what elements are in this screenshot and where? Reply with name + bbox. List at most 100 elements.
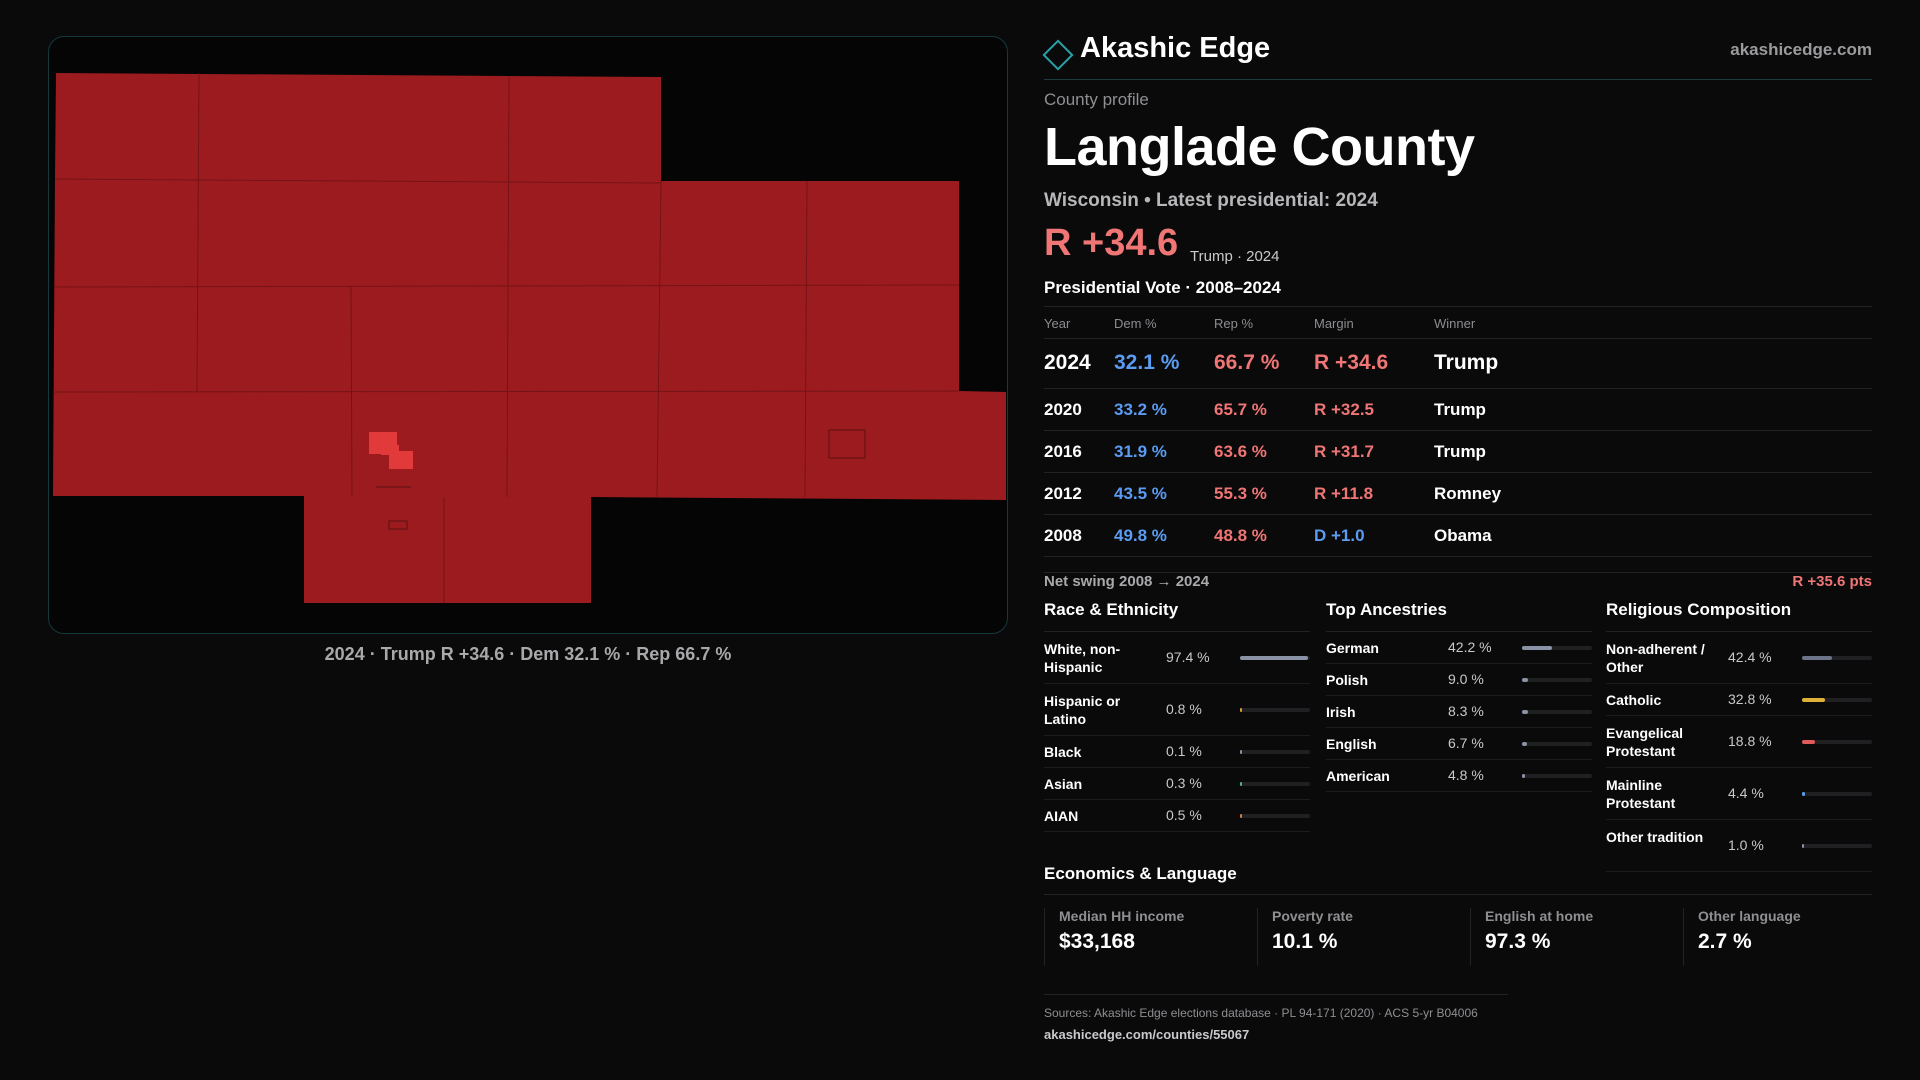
sources-text: Sources: Akashic Edge elections database… [1044, 1006, 1478, 1020]
vote-winner: Trump [1434, 400, 1486, 419]
brand-header: Akashic Edge akashicedge.com [1042, 32, 1872, 80]
econ-card: Median HH income $33,168 [1044, 908, 1254, 966]
vote-year: 2012 [1044, 484, 1082, 503]
economics-title: Economics & Language [1044, 864, 1237, 883]
ancestry-row: Irish 8.3 % [1326, 696, 1592, 728]
vote-year: 2024 [1044, 351, 1091, 374]
ancestry-label: German [1326, 640, 1379, 656]
ancestry-value: 6.7 % [1448, 735, 1484, 751]
sources-divider [1044, 994, 1508, 995]
ancestry-label: American [1326, 768, 1390, 784]
vote-margin: D +1.0 [1314, 526, 1365, 545]
race-bar-fill [1240, 814, 1242, 818]
vote-winner: Trump [1434, 351, 1499, 374]
ancestry-row: Polish 9.0 % [1326, 664, 1592, 696]
brand-name[interactable]: Akashic Edge [1080, 32, 1271, 64]
religion-row: Other tradition 1.0 % [1606, 820, 1872, 872]
vote-winner: Trump [1434, 442, 1486, 461]
vote-year: 2016 [1044, 442, 1082, 461]
vote-dem: 33.2 % [1114, 400, 1167, 419]
col-dem: Dem % [1114, 316, 1157, 331]
econ-label: Other language [1698, 908, 1801, 924]
race-label: Asian [1044, 776, 1083, 792]
religion-label: Evangelical Protestant [1606, 725, 1684, 759]
county-shape[interactable] [52, 72, 1006, 603]
religion-bar [1802, 656, 1872, 660]
religion-row: Non-adherent / Other 42.4 % [1606, 632, 1872, 684]
religion-bar [1802, 740, 1872, 744]
col-margin: Margin [1314, 316, 1354, 331]
vote-row: 2016 31.9 % 63.6 % R +31.7 Trump [1044, 431, 1872, 473]
ancestry-bar [1522, 742, 1592, 746]
religion-title: Religious Composition [1606, 600, 1872, 632]
race-bar-fill [1240, 656, 1309, 660]
latest-margin-note: Trump · 2024 [1190, 248, 1280, 265]
ancestry-row: English 6.7 % [1326, 728, 1592, 760]
race-bar-fill [1240, 708, 1242, 712]
ancestry-bar-fill [1522, 678, 1529, 682]
vote-dem: 43.5 % [1114, 484, 1167, 503]
net-swing-label: Net swing 2008 → 2024 [1044, 573, 1210, 590]
econ-value: $33,168 [1059, 930, 1135, 953]
ancestry-label: English [1326, 736, 1377, 752]
religion-value: 18.8 % [1728, 733, 1772, 749]
brand-url-link[interactable]: akashicedge.com [1730, 40, 1872, 59]
profile-eyebrow: County profile [1044, 90, 1149, 109]
vote-rep: 65.7 % [1214, 400, 1267, 419]
ancestry-title: Top Ancestries [1326, 600, 1592, 632]
ancestry-label: Polish [1326, 672, 1369, 688]
source-url-link[interactable]: akashicedge.com/counties/55067 [1044, 1027, 1250, 1042]
vote-winner: Obama [1434, 526, 1492, 545]
vote-row: 2024 32.1 % 66.7 % R +34.6 Trump [1044, 339, 1872, 389]
page-title: Langlade County [1044, 117, 1475, 177]
vote-rep: 55.3 % [1214, 484, 1267, 503]
race-bar-fill [1240, 782, 1242, 786]
ancestry-bar-fill [1522, 710, 1528, 714]
vote-margin: R +31.7 [1314, 442, 1375, 461]
ancestry-value: 9.0 % [1448, 671, 1484, 687]
ancestry-label: Irish [1326, 704, 1356, 720]
race-row: Asian 0.3 % [1044, 768, 1310, 800]
vote-margin: R +32.5 [1314, 400, 1375, 419]
col-winner: Winner [1434, 316, 1476, 331]
ancestry-bar [1522, 774, 1592, 778]
ancestry-value: 8.3 % [1448, 703, 1484, 719]
vote-row: 2008 49.8 % 48.8 % D +1.0 Obama [1044, 515, 1872, 557]
religion-label: Mainline Protestant [1606, 777, 1676, 811]
vote-rep: 63.6 % [1214, 442, 1267, 461]
ancestry-bar [1522, 710, 1592, 714]
econ-card: Other language 2.7 % [1683, 908, 1893, 966]
ancestries-section: Top Ancestries German 42.2 % Polish 9.0 % Ir… [1326, 600, 1592, 792]
religion-label: Catholic [1606, 692, 1662, 708]
religion-section: Religious Composition Non-adherent / Oth… [1606, 600, 1872, 872]
religion-value: 4.4 % [1728, 785, 1764, 801]
religion-bar-fill [1802, 844, 1804, 848]
ancestry-bar-fill [1522, 742, 1527, 746]
race-title: Race & Ethnicity [1044, 600, 1310, 632]
econ-value: 2.7 % [1698, 930, 1752, 953]
vote-table: Year Dem % Rep % Margin Winner 2024 32.1 … [1044, 306, 1872, 557]
religion-bar-fill [1802, 792, 1806, 796]
race-bar-fill [1240, 750, 1242, 754]
race-value: 0.1 % [1166, 743, 1202, 759]
religion-row: Evangelical Protestant 18.8 % [1606, 716, 1872, 768]
city-highlight [369, 432, 413, 469]
ancestry-bar-fill [1522, 646, 1552, 650]
vote-winner: Romney [1434, 484, 1502, 503]
ancestry-bar [1522, 646, 1592, 650]
vote-year: 2008 [1044, 526, 1082, 545]
religion-value: 32.8 % [1728, 691, 1772, 707]
econ-value: 10.1 % [1272, 930, 1338, 953]
ancestry-row: American 4.8 % [1326, 760, 1592, 792]
race-bar [1240, 814, 1310, 818]
net-swing-value: R +35.6 pts [1792, 573, 1872, 590]
religion-row: Mainline Protestant 4.4 % [1606, 768, 1872, 820]
economics-divider [1044, 894, 1872, 895]
county-map-panel[interactable] [48, 36, 1008, 634]
race-value: 97.4 % [1166, 649, 1210, 665]
religion-label: Non-adherent / Other [1606, 641, 1705, 675]
race-bar [1240, 782, 1310, 786]
county-map[interactable] [49, 37, 1008, 634]
race-row: Hispanic or Latino 0.8 % [1044, 684, 1310, 736]
religion-label: Other tradition [1606, 829, 1704, 845]
